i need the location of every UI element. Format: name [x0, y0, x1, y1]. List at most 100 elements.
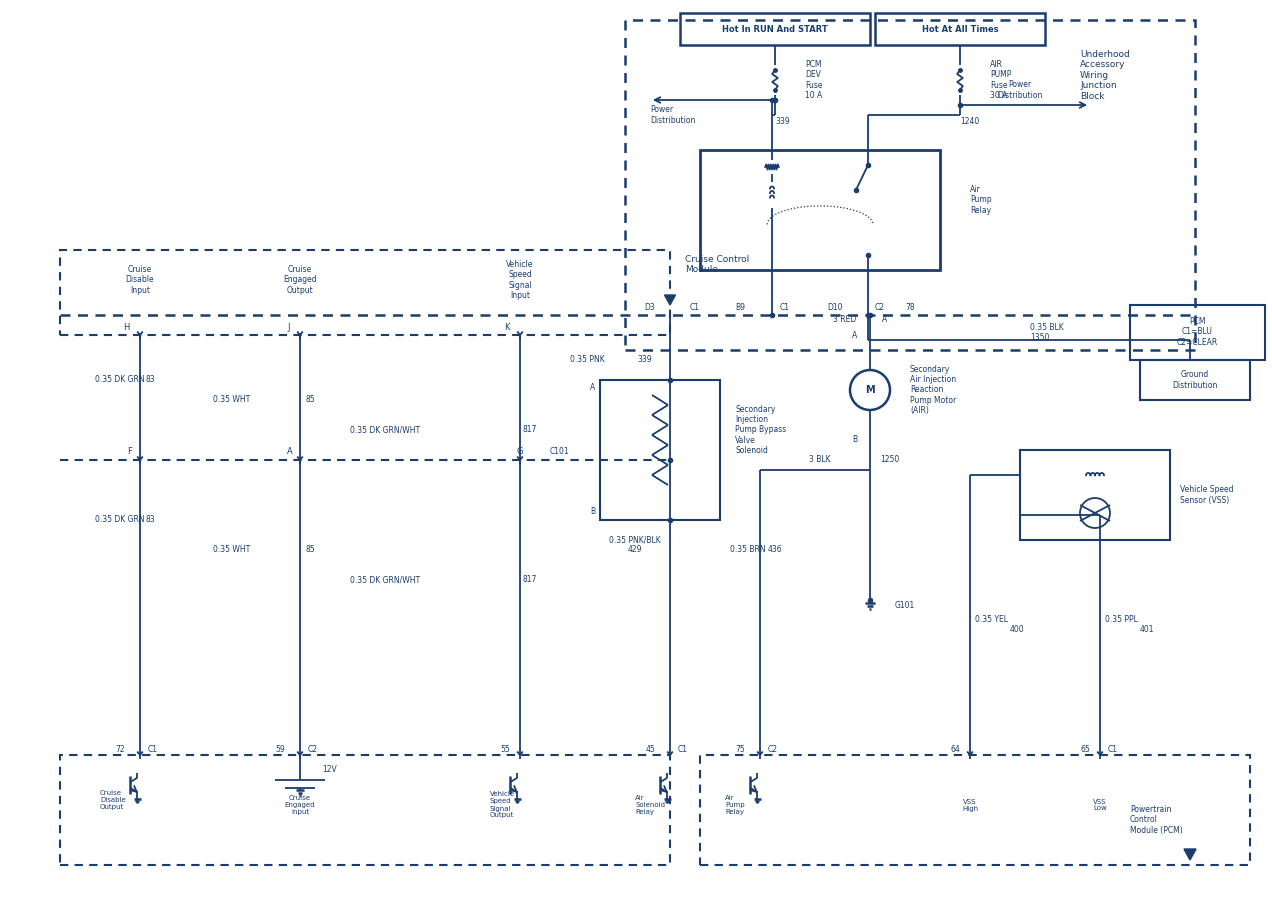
Text: J: J: [287, 323, 290, 332]
Text: 0.35 PPL: 0.35 PPL: [1105, 616, 1138, 625]
Text: B: B: [590, 508, 595, 517]
Text: C1: C1: [780, 302, 790, 311]
Text: Air
Solenoid
Relay: Air Solenoid Relay: [635, 795, 665, 815]
Text: 1240: 1240: [960, 118, 979, 127]
Text: C2: C2: [308, 745, 318, 754]
Bar: [1140, 360, 1250, 400]
Text: 817: 817: [523, 575, 537, 584]
Text: 65: 65: [1080, 745, 1090, 754]
Text: 401: 401: [1140, 626, 1155, 634]
Text: G101: G101: [895, 600, 916, 609]
Text: Vehicle Speed
Sensor (VSS): Vehicle Speed Sensor (VSS): [1180, 485, 1234, 505]
Text: C101: C101: [550, 447, 570, 456]
Text: 0.35 BRN: 0.35 BRN: [730, 545, 766, 554]
Text: 75: 75: [735, 745, 745, 754]
Text: 0.35 DK GRN: 0.35 DK GRN: [95, 375, 145, 384]
Text: 12V: 12V: [323, 766, 337, 775]
Text: 436: 436: [768, 545, 782, 554]
Text: 55: 55: [500, 745, 510, 754]
Text: Air
Pump
Relay: Air Pump Relay: [971, 185, 992, 215]
Text: 0.35 BLK: 0.35 BLK: [1030, 323, 1063, 332]
Text: 59: 59: [275, 745, 285, 754]
Text: 83: 83: [145, 516, 155, 525]
Text: A: A: [287, 447, 293, 456]
Text: 85: 85: [305, 545, 314, 554]
Text: VSS
Low: VSS Low: [1093, 798, 1107, 812]
Text: 1250: 1250: [880, 455, 899, 464]
Text: K: K: [505, 323, 510, 332]
Text: 339: 339: [775, 118, 790, 127]
Text: 0.35 DK GRN: 0.35 DK GRN: [95, 516, 145, 525]
Text: 85: 85: [305, 395, 314, 404]
Text: 0.35 PNK: 0.35 PNK: [570, 356, 604, 364]
Bar: [1130, 305, 1264, 360]
Text: 64: 64: [950, 745, 960, 754]
Text: Cruise
Engaged
Input: Cruise Engaged Input: [285, 795, 315, 815]
Text: 429: 429: [628, 545, 642, 554]
Bar: [875, 13, 1046, 45]
Text: 3 BLK: 3 BLK: [809, 455, 831, 464]
Bar: [700, 150, 940, 270]
Text: 1350: 1350: [1030, 334, 1049, 343]
Text: 78: 78: [906, 302, 915, 311]
Text: M: M: [865, 385, 875, 395]
Text: A: A: [590, 383, 595, 392]
Text: AIR
PUMP
Fuse
30 A: AIR PUMP Fuse 30 A: [990, 60, 1011, 100]
Text: C1: C1: [678, 745, 688, 754]
Bar: [625, 20, 1194, 350]
Bar: [1020, 450, 1170, 540]
Text: Air
Pump
Relay: Air Pump Relay: [725, 795, 744, 815]
Text: F: F: [127, 447, 132, 456]
Text: PCM
DEV
Fuse
10 A: PCM DEV Fuse 10 A: [805, 60, 823, 100]
Text: C2: C2: [875, 302, 885, 311]
Text: C1: C1: [148, 745, 158, 754]
Text: Cruise
Disable
Output: Cruise Disable Output: [100, 790, 126, 810]
Text: 72: 72: [116, 745, 125, 754]
Text: H: H: [123, 323, 130, 332]
Text: Hot At All Times: Hot At All Times: [922, 24, 999, 33]
Polygon shape: [1184, 849, 1196, 860]
Text: Cruise
Disable
Input: Cruise Disable Input: [126, 266, 154, 295]
Text: C1: C1: [689, 302, 700, 311]
Text: Power
Distribution: Power Distribution: [650, 105, 696, 125]
Text: Powertrain
Control
Module (PCM): Powertrain Control Module (PCM): [1130, 806, 1183, 835]
Text: 0.35 PNK/BLK: 0.35 PNK/BLK: [609, 536, 661, 544]
Text: C2: C2: [768, 745, 778, 754]
Bar: [600, 380, 720, 520]
Text: 45: 45: [645, 745, 655, 754]
Text: Vehicle
Speed
Signal
Output: Vehicle Speed Signal Output: [490, 791, 515, 818]
Text: 83: 83: [145, 375, 155, 384]
Text: C1: C1: [1108, 745, 1118, 754]
Text: B9: B9: [735, 302, 745, 311]
Bar: [60, 250, 670, 335]
Text: Cruise
Engaged
Output: Cruise Engaged Output: [284, 266, 317, 295]
Bar: [681, 13, 870, 45]
Text: Cruise Control
Module: Cruise Control Module: [686, 255, 749, 274]
Bar: [700, 755, 1250, 865]
Text: 0.35 WHT: 0.35 WHT: [212, 545, 251, 554]
Text: 0.35 DK GRN/WHT: 0.35 DK GRN/WHT: [350, 426, 420, 435]
Polygon shape: [664, 295, 675, 305]
Text: 400: 400: [1010, 626, 1025, 634]
Text: PCM
C1=BLU
C2=CLEAR: PCM C1=BLU C2=CLEAR: [1177, 317, 1217, 346]
Text: 339: 339: [637, 356, 653, 364]
Text: VSS
High: VSS High: [962, 798, 978, 812]
Text: 0.35 DK GRN/WHT: 0.35 DK GRN/WHT: [350, 575, 420, 584]
Text: G: G: [516, 447, 523, 456]
Text: 0.35 YEL: 0.35 YEL: [976, 616, 1007, 625]
Text: Power
Distribution: Power Distribution: [997, 80, 1043, 100]
Text: 817: 817: [523, 426, 537, 435]
Text: Vehicle
Speed
Signal
Input: Vehicle Speed Signal Input: [506, 260, 534, 300]
Text: Hot In RUN And START: Hot In RUN And START: [722, 24, 828, 33]
Text: 0.35 WHT: 0.35 WHT: [212, 395, 251, 404]
Text: A: A: [852, 330, 857, 339]
Text: Underhood
Accessory
Wiring
Junction
Block: Underhood Accessory Wiring Junction Bloc…: [1080, 50, 1130, 101]
Text: A: A: [883, 316, 888, 325]
Text: D3: D3: [645, 302, 655, 311]
Text: B: B: [852, 436, 857, 445]
Text: Ground
Distribution: Ground Distribution: [1173, 370, 1217, 390]
Text: Secondary
Air Injection
Reaction
Pump Motor
(AIR): Secondary Air Injection Reaction Pump Mo…: [909, 364, 957, 415]
Text: 3 RED: 3 RED: [833, 316, 856, 325]
Text: D10: D10: [827, 302, 843, 311]
Bar: [60, 755, 670, 865]
